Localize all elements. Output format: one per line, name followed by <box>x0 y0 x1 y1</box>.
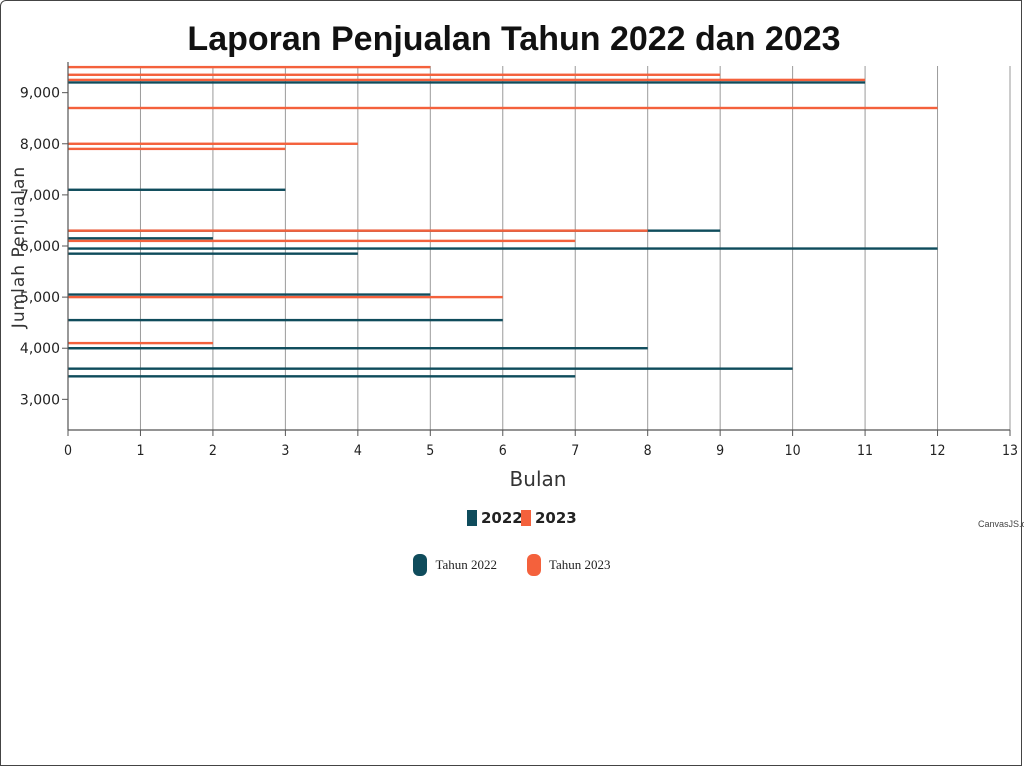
bar-2022-4[interactable] <box>68 318 503 322</box>
legend-swatch-2022 <box>413 554 428 576</box>
x-tick-label: 5 <box>426 443 434 459</box>
legend-top-swatch-2022[interactable] <box>467 510 477 526</box>
bar-2023-6[interactable] <box>68 106 938 110</box>
y-tick-label: 8,000 <box>20 137 60 153</box>
bar-2022-7[interactable] <box>68 247 938 250</box>
bar-2022-3[interactable] <box>68 347 648 350</box>
bar-2022-6[interactable] <box>68 252 358 255</box>
y-tick-label: 5,000 <box>20 290 60 306</box>
bar-2022-11[interactable] <box>68 81 866 84</box>
x-tick-label: 3 <box>281 443 289 459</box>
y-axis-label: Jumlah Penjualan <box>9 166 29 329</box>
x-tick-label: 1 <box>136 443 144 459</box>
y-tick-label: 7,000 <box>20 188 60 204</box>
bar-2023-2[interactable] <box>68 239 576 243</box>
x-tick-label: 12 <box>930 443 946 459</box>
legend-bottom: Tahun 2022 Tahun 2023 <box>0 550 1024 580</box>
legend-top-label-2022[interactable]: 2022 <box>481 509 523 527</box>
legend-bottom-item-2022[interactable]: Tahun 2022 <box>413 554 497 576</box>
bar-2022-1[interactable] <box>68 367 793 370</box>
canvasjs-credit[interactable]: CanvasJS.com <box>978 519 1024 529</box>
x-tick-label: 2 <box>209 443 217 459</box>
bar-2023-9[interactable] <box>68 65 431 69</box>
legend-bottom-label-2023: Tahun 2023 <box>549 557 611 572</box>
legend-bottom-label-2022: Tahun 2022 <box>435 557 497 572</box>
legend-top-label-2023[interactable]: 2023 <box>535 509 577 527</box>
y-tick-label: 3,000 <box>20 392 60 408</box>
x-axis-label: Bulan <box>510 467 567 491</box>
x-tick-label: 13 <box>1002 443 1018 459</box>
x-tick-label: 7 <box>571 443 579 459</box>
bar-2023-3[interactable] <box>68 229 648 232</box>
chart-title: Laporan Penjualan Tahun 2022 dan 2023 <box>187 20 840 58</box>
legend-bottom-item-2023[interactable]: Tahun 2023 <box>527 554 611 576</box>
bar-2023-1[interactable] <box>68 295 503 299</box>
y-tick-label: 9,000 <box>20 86 60 102</box>
y-tick-label: 6,000 <box>20 239 60 255</box>
bar-2022-0[interactable] <box>68 375 576 378</box>
x-tick-label: 6 <box>499 443 507 459</box>
y-tick-label: 4,000 <box>20 341 60 357</box>
x-tick-label: 4 <box>354 443 362 459</box>
legend-top: 2022 2023 <box>467 509 577 527</box>
bar-2023-0[interactable] <box>68 341 213 345</box>
bar-2023-4[interactable] <box>68 147 286 151</box>
x-tick-label: 9 <box>716 443 724 459</box>
bar-2023-7[interactable] <box>68 78 866 82</box>
bar-2022-5[interactable] <box>68 293 431 296</box>
x-tick-label: 11 <box>857 443 873 459</box>
x-tick-label: 10 <box>785 443 801 459</box>
x-tick-label: 0 <box>64 443 72 459</box>
bar-2022-8[interactable] <box>68 237 213 240</box>
legend-top-swatch-2023[interactable] <box>521 510 531 526</box>
legend-swatch-2023 <box>527 554 541 576</box>
axes-layer: 0 1 2 3 4 5 6 7 8 9 10 11 12 133,0004,0005,0006,0007,… <box>20 62 1018 459</box>
bar-2022-10[interactable] <box>68 188 286 191</box>
bar-2023-8[interactable] <box>68 73 721 76</box>
bars-layer <box>68 65 938 378</box>
bar-2023-5[interactable] <box>68 142 358 145</box>
x-tick-label: 8 <box>644 443 652 459</box>
